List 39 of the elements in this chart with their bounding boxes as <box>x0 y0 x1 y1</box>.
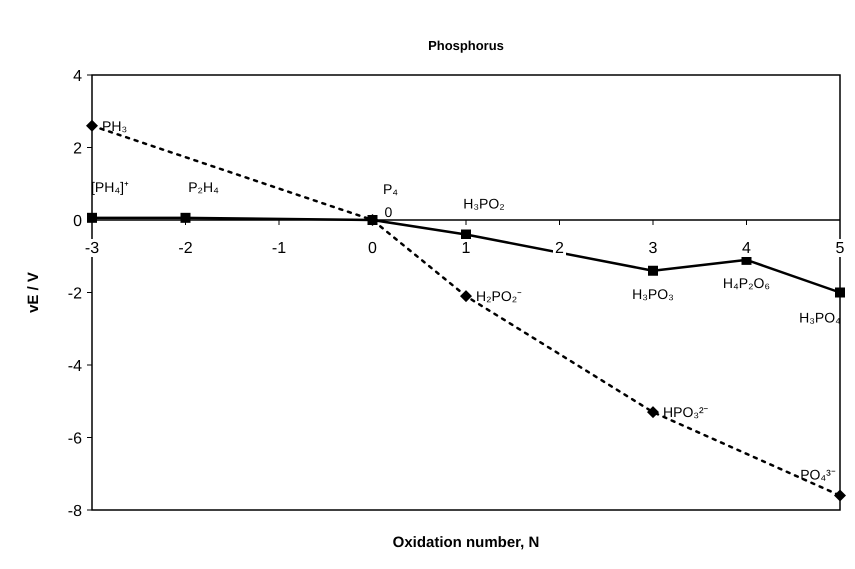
annotation: H₂PO₂⁻ <box>476 288 522 304</box>
x-tick-label: 1 <box>462 240 471 257</box>
x-tick-label: -3 <box>84 240 100 257</box>
annotation: PH₃ <box>102 118 128 134</box>
y-tick-label: 0 <box>73 213 82 230</box>
point <box>835 288 845 298</box>
x-tick-label: 5 <box>836 240 845 257</box>
point <box>648 266 658 276</box>
annotation: 0 <box>384 204 392 220</box>
annotation: P₂H₄ <box>188 178 220 195</box>
x-axis-title: Oxidation number, N <box>392 534 540 551</box>
annotation: P₄ <box>382 181 398 197</box>
x-tick-label: 3 <box>648 240 658 257</box>
x-tick-label: -2 <box>178 240 193 257</box>
annotation: H₃PO₄ <box>799 310 842 326</box>
annotation: HPO₃²⁻ <box>663 404 709 420</box>
y-axis-title: vE / V <box>25 272 42 313</box>
point <box>460 290 472 302</box>
point <box>461 230 471 240</box>
point <box>87 212 97 223</box>
y-tick-label: 2 <box>73 140 82 158</box>
point <box>86 120 98 132</box>
chart-title: Phosphorus <box>428 38 504 53</box>
annotation: H₃PO₂ <box>463 196 505 212</box>
point <box>834 490 846 502</box>
y-tick-label: -4 <box>68 358 82 375</box>
y-tick-label: 4 <box>73 68 82 85</box>
point <box>180 212 190 223</box>
y-tick-label: -6 <box>68 430 82 448</box>
x-tick-label: -1 <box>272 240 286 257</box>
x-tick-label: 0 <box>368 240 378 257</box>
annotation: H₄P₂O₆ <box>722 274 770 291</box>
y-tick-label: -2 <box>68 286 82 302</box>
annotation: H₃PO₃ <box>632 286 674 302</box>
point <box>647 406 659 418</box>
annotation: PO₄³⁻ <box>800 466 836 482</box>
x-tick-label: 2 <box>555 240 564 257</box>
y-tick-label: -8 <box>68 503 82 520</box>
x-tick-label: 4 <box>742 240 752 257</box>
